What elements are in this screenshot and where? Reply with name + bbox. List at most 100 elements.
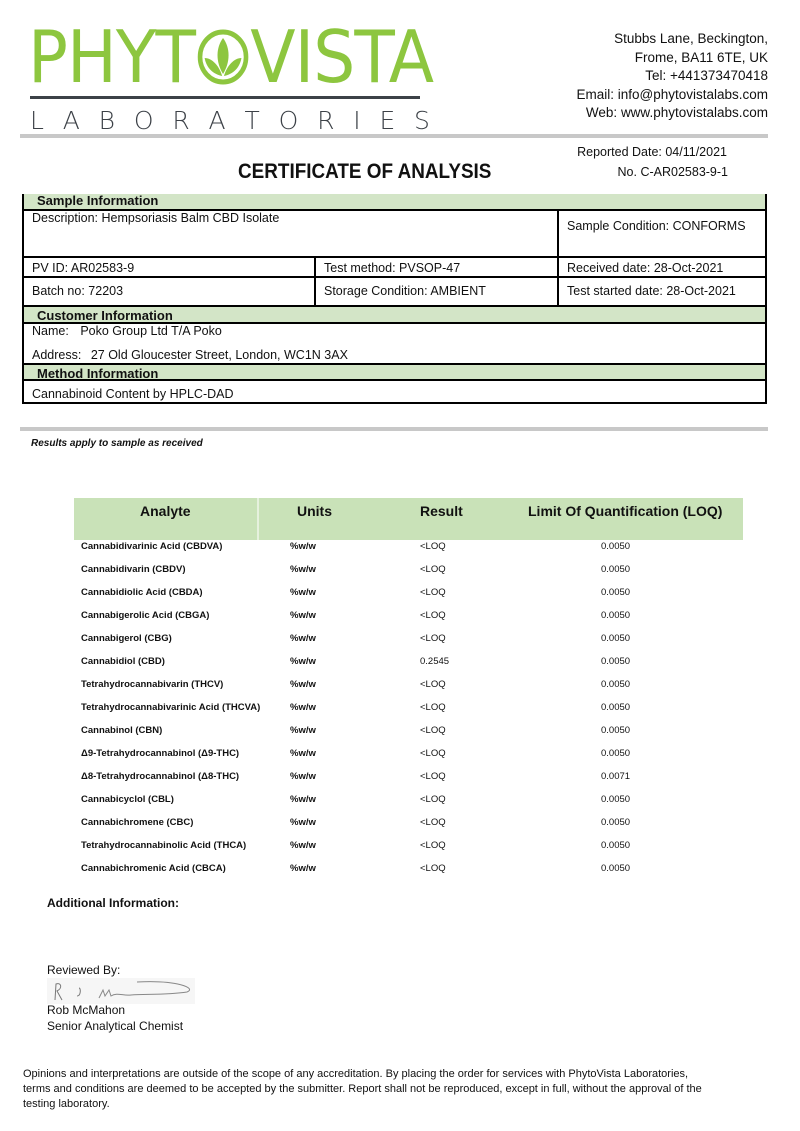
cell-analyte: Cannabidiol (CBD) — [81, 656, 165, 667]
cell-result: <LOQ — [420, 702, 446, 713]
cell-analyte: Cannabidivarin (CBDV) — [81, 564, 186, 575]
column-header-units: Units — [297, 503, 332, 519]
column-header-result: Result — [420, 503, 463, 519]
cell-units: %w/w — [290, 817, 316, 828]
cell-analyte: Cannabicyclol (CBL) — [81, 794, 174, 805]
cell-loq: 0.0050 — [601, 725, 631, 736]
results-note: Results apply to sample as received — [31, 438, 203, 449]
cell-loq: 0.0050 — [601, 863, 631, 874]
table-row: Tetrahydrocannabinolic Acid (THCA) %w/w <L… — [81, 840, 741, 856]
table-row: Cannabidiolic Acid (CBDA) %w/w <LOQ 0.0050 — [81, 587, 741, 603]
logo-subtitle-letter: R — [172, 106, 190, 135]
table-row: Cannabinol (CBN) %w/w <LOQ 0.0050 — [81, 725, 741, 741]
cell-units: %w/w — [290, 702, 316, 713]
cell-loq: 0.0050 — [601, 817, 631, 828]
cell-result: <LOQ — [420, 863, 446, 874]
cell-result: <LOQ — [420, 840, 446, 851]
cell-loq: 0.0050 — [601, 794, 631, 805]
cell-units: %w/w — [290, 725, 316, 736]
cell-loq: 0.0050 — [601, 541, 631, 552]
logo-subtitle-letter: O — [133, 106, 154, 135]
cell-units: %w/w — [290, 610, 316, 621]
column-header-loq: Limit Of Quantification (LOQ) — [528, 503, 723, 519]
cell-result: <LOQ — [420, 587, 446, 598]
sample-condition: Sample Condition: CONFORMS — [557, 211, 765, 258]
description: Description: Hempsoriasis Balm CBD Isola… — [32, 211, 280, 225]
cell-units: %w/w — [290, 633, 316, 644]
cell-result: <LOQ — [420, 610, 446, 621]
cell-units: %w/w — [290, 794, 316, 805]
cell-result: <LOQ — [420, 725, 446, 736]
logo-subtitle-letter: S — [414, 106, 430, 135]
table-row: Δ8-Tetrahydrocannabinol (Δ8-THC) %w/w <LOQ… — [81, 771, 741, 787]
section-heading-sample: Sample Information — [24, 194, 765, 211]
cell-units: %w/w — [290, 771, 316, 782]
cell-analyte: Tetrahydrocannabivarinic Acid (THCVA) — [81, 702, 261, 713]
address-line: Frome, BA11 6TE, UK — [634, 49, 768, 65]
table-row: Cannabidiol (CBD) %w/w 0.2545 0.0050 — [81, 656, 741, 672]
cell-analyte: Cannabidiolic Acid (CBDA) — [81, 587, 203, 598]
logo-subtitle-letter: B — [98, 106, 116, 135]
logo-subtitle-letter: O — [278, 106, 299, 135]
cell-loq: 0.0050 — [601, 633, 631, 644]
reported-date: Reported Date: 04/11/2021 — [577, 145, 727, 159]
logo-subtitle-letter: A — [208, 106, 226, 135]
cell-analyte: Cannabigerol (CBG) — [81, 633, 172, 644]
cell-analyte: Cannabinol (CBN) — [81, 725, 163, 736]
customer-address: 27 Old Gloucester Street, London, WC1N 3… — [90, 348, 348, 362]
storage-condition: Storage Condition: AMBIENT — [314, 278, 558, 307]
pv-id: PV ID: AR02583-9 — [32, 261, 135, 275]
cell-loq: 0.0050 — [601, 840, 631, 851]
cell-result: <LOQ — [420, 679, 446, 690]
cell-units: %w/w — [290, 679, 316, 690]
company-logo: PHYT VISTA — [28, 15, 434, 99]
received-date: Received date: 28-Oct-2021 — [557, 258, 765, 278]
test-method: Test method: PVSOP-47 — [314, 258, 558, 278]
logo-subtitle-letter: R — [317, 106, 335, 135]
disclaimer: Opinions and interpretations are outside… — [23, 1068, 702, 1110]
sample-info-table: Sample Information Description: Hempsori… — [22, 194, 767, 404]
header-divider — [20, 134, 768, 138]
cell-result: <LOQ — [420, 541, 446, 552]
web-link[interactable]: Web: www.phytovistalabs.com — [585, 105, 768, 120]
cell-loq: 0.0050 — [601, 679, 631, 690]
cell-units: %w/w — [290, 541, 316, 552]
table-row: Δ9-Tetrahydrocannabinol (Δ9-THC) %w/w <LOQ… — [81, 748, 741, 764]
cell-analyte: Δ9-Tetrahydrocannabinol (Δ9-THC) — [81, 748, 240, 759]
table-row: Cannabigerolic Acid (CBGA) %w/w <LOQ 0.0050 — [81, 610, 741, 626]
reviewed-by-label: Reviewed By: — [47, 963, 121, 977]
reviewer-name: Rob McMahon — [47, 1003, 126, 1017]
cell-loq: 0.0050 — [601, 610, 631, 621]
cell-analyte: Tetrahydrocannabinolic Acid (THCA) — [81, 840, 247, 851]
cell-result: <LOQ — [420, 817, 446, 828]
cell-analyte: Δ8-Tetrahydrocannabinol (Δ8-THC) — [81, 771, 240, 782]
certificate-number: No. C-AR02583-9-1 — [617, 165, 728, 179]
reviewer-title: Senior Analytical Chemist — [47, 1019, 184, 1033]
cell-units: %w/w — [290, 564, 316, 575]
logo-divider — [30, 96, 420, 99]
results-table-header: Analyte Units Result Limit Of Quantifica… — [74, 498, 743, 540]
column-header-analyte: Analyte — [140, 503, 191, 519]
leaf-icon — [197, 29, 248, 85]
cell-loq: 0.0050 — [601, 564, 631, 575]
table-row: Cannabicyclol (CBL) %w/w <LOQ 0.0050 — [81, 794, 741, 810]
table-row: Cannabichromenic Acid (CBCA) %w/w <LOQ 0.00… — [81, 863, 741, 879]
table-row: Tetrahydrocannabivarin (THCV) %w/w <LOQ 0.0… — [81, 679, 741, 695]
section-heading-customer: Customer Information — [24, 305, 765, 324]
cell-loq: 0.0071 — [601, 771, 631, 782]
cell-loq: 0.0050 — [601, 587, 631, 598]
table-row: Cannabichromene (CBC) %w/w <LOQ 0.0050 — [81, 817, 741, 833]
email-link[interactable]: Email: info@phytovistalabs.com — [576, 86, 768, 102]
cell-loq: 0.0050 — [601, 656, 631, 667]
name-label: Name: — [32, 324, 69, 338]
cell-loq: 0.0050 — [601, 748, 631, 759]
customer-name: Poko Group Ltd T/A Poko — [80, 324, 222, 338]
cell-result: <LOQ — [420, 564, 446, 575]
logo-text-left: PHYT — [28, 15, 196, 99]
cell-loq: 0.0050 — [601, 702, 631, 713]
table-row: Tetrahydrocannabivarinic Acid (THCVA) %w/… — [81, 702, 741, 718]
section-heading-method: Method Information — [24, 363, 765, 381]
company-address: Stubbs Lane, Beckington, Frome, BA11 6TE… — [576, 30, 768, 123]
cell-result: <LOQ — [420, 633, 446, 644]
